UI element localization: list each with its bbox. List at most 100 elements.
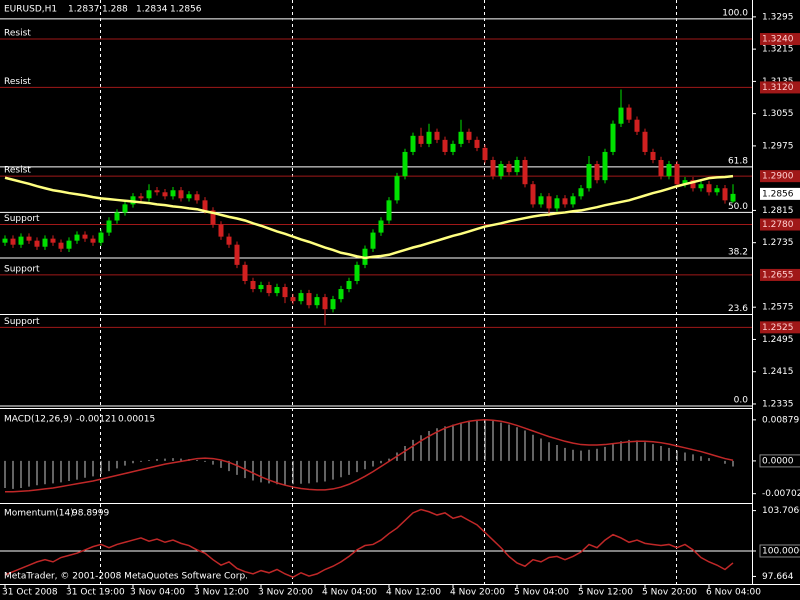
candle-body (666, 164, 672, 177)
candle-body (298, 293, 304, 302)
candle-body (210, 210, 216, 225)
candle-body (442, 139, 448, 152)
y-tick-label: 1.2335 (762, 399, 794, 409)
candle-body (282, 287, 288, 298)
indicator-title: Momentum(14) (4, 509, 74, 519)
y-tick-label: 97.664 (762, 572, 794, 582)
fib-label: 61.8 (728, 156, 748, 166)
momentum-line (4, 508, 734, 578)
candle-body (306, 293, 312, 306)
candle-body (242, 264, 248, 281)
candle-body (658, 160, 664, 177)
candle-body (178, 190, 184, 199)
level-price-label: 1.3120 (762, 83, 794, 93)
y-tick-label: 1.3295 (762, 12, 794, 22)
indicator-title: MACD(12,26,9) (4, 415, 72, 425)
x-tick-label: 3 Nov 04:00 (130, 588, 185, 598)
candle-body (98, 232, 104, 243)
candle-body (426, 131, 432, 144)
candle-body (226, 236, 232, 245)
level-name: Resist (4, 29, 31, 39)
candle-body (146, 190, 152, 199)
y-tick-label: 0.0000 (762, 456, 794, 466)
candle-body (354, 264, 360, 281)
y-tick-label: 0.00879 (762, 415, 799, 425)
symbol: EURUSD,H1 (4, 5, 57, 15)
candle-body (562, 198, 568, 205)
candle-body (194, 194, 200, 201)
candle-body (434, 131, 440, 140)
x-tick-label: 3 Nov 12:00 (194, 588, 249, 598)
candle-body (10, 238, 16, 245)
candle-body (170, 190, 176, 197)
candle-body (554, 198, 560, 209)
tick-label-box (759, 544, 800, 558)
candle-body (626, 107, 632, 120)
candle-body (322, 297, 328, 310)
level-name: Resist (4, 77, 31, 87)
candle-body (410, 135, 416, 152)
moving-average (4, 174, 734, 260)
candle-body (106, 220, 112, 233)
candle-body (450, 143, 456, 152)
candle-body (138, 196, 144, 199)
y-tick-label: -0.00702 (762, 489, 800, 499)
y-tick-label: 1.3055 (762, 109, 794, 119)
candle-body (722, 188, 728, 201)
candle-body (602, 151, 608, 181)
candle-body (386, 200, 392, 221)
level-name: Support (4, 317, 40, 327)
candle-body (690, 180, 696, 189)
candle-body (402, 151, 408, 177)
candle-body (706, 184, 712, 193)
candle-body (458, 131, 464, 144)
candle-body (498, 164, 504, 177)
macd-signal (5, 419, 734, 493)
candle-body (474, 139, 480, 148)
x-tick-label: 3 Nov 20:00 (258, 588, 313, 598)
candle-body (538, 196, 544, 205)
candle-body (314, 297, 320, 306)
level-price-box (760, 321, 800, 334)
candle-body (58, 242, 64, 249)
candle-body (74, 234, 80, 241)
candle-body (114, 212, 120, 221)
fib-label: 38.2 (728, 248, 748, 258)
level-price-label: 1.2780 (762, 220, 794, 230)
candle-body (274, 287, 280, 294)
y-tick-label: 100.0000 (762, 546, 800, 556)
candle-body (378, 220, 384, 233)
x-tick-label: 6 Nov 04:00 (706, 588, 761, 598)
candle-body (618, 107, 624, 124)
x-tick-label: 4 Nov 12:00 (386, 588, 441, 598)
last-ohlc: 1.288 (102, 5, 128, 15)
level-price-box (760, 218, 800, 231)
candle-body (586, 164, 592, 189)
candle-body (250, 280, 256, 290)
y-tick-label: 1.3215 (762, 45, 794, 55)
x-tick-label: 31 Oct 2008 (2, 588, 58, 598)
indicator-value: 0.00015 (118, 415, 155, 425)
fib-label: 23.6 (728, 304, 748, 314)
candle-body (466, 131, 472, 140)
current-price-box (760, 187, 800, 200)
y-tick-label: 1.2495 (762, 335, 794, 345)
candle-body (570, 196, 576, 205)
candle-body (418, 135, 424, 144)
candle-body (714, 188, 720, 193)
fib-label: 100.0 (722, 8, 748, 18)
last-ohlc: 1.2856 (170, 5, 202, 15)
indicator-value: -0.00121 (76, 415, 116, 425)
candle-body (50, 238, 56, 243)
candle-body (490, 160, 496, 177)
current-price-label: 1.2856 (762, 189, 794, 199)
copyright: MetaTrader, © 2001-2008 MetaQuotes Softw… (4, 572, 248, 582)
candle-body (578, 188, 584, 197)
candle-body (218, 224, 224, 237)
level-price-box (760, 81, 800, 94)
indicator-value: 98.8999 (72, 509, 109, 519)
candle-body (674, 164, 680, 185)
candle-body (290, 297, 296, 302)
x-tick-label: 5 Nov 04:00 (514, 588, 569, 598)
